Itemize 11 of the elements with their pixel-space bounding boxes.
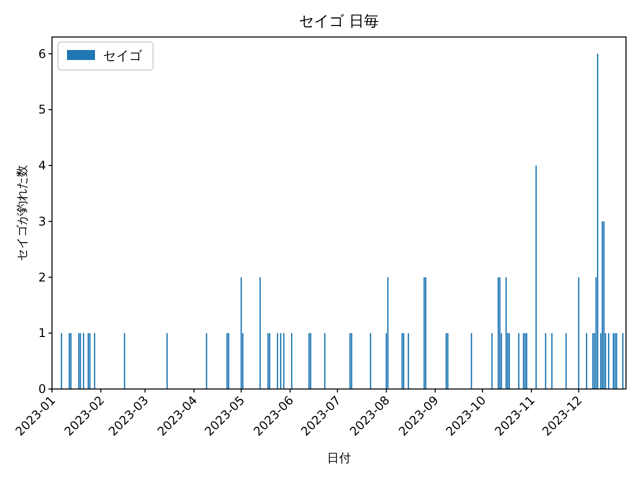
legend-label: セイゴ bbox=[103, 49, 143, 64]
y-axis-title: セイゴが釣れた数 bbox=[15, 165, 29, 261]
y-tick-label: 3 bbox=[38, 214, 46, 228]
y-tick-label: 4 bbox=[38, 158, 46, 173]
x-axis-title: 日付 bbox=[327, 451, 351, 465]
y-tick-label: 1 bbox=[38, 326, 46, 340]
y-tick-label: 0 bbox=[38, 382, 46, 396]
y-tick-label: 5 bbox=[38, 102, 46, 117]
y-tick-label: 2 bbox=[38, 270, 46, 284]
chart-title: セイゴ 日毎 bbox=[299, 12, 379, 30]
y-tick-label: 6 bbox=[38, 46, 46, 61]
